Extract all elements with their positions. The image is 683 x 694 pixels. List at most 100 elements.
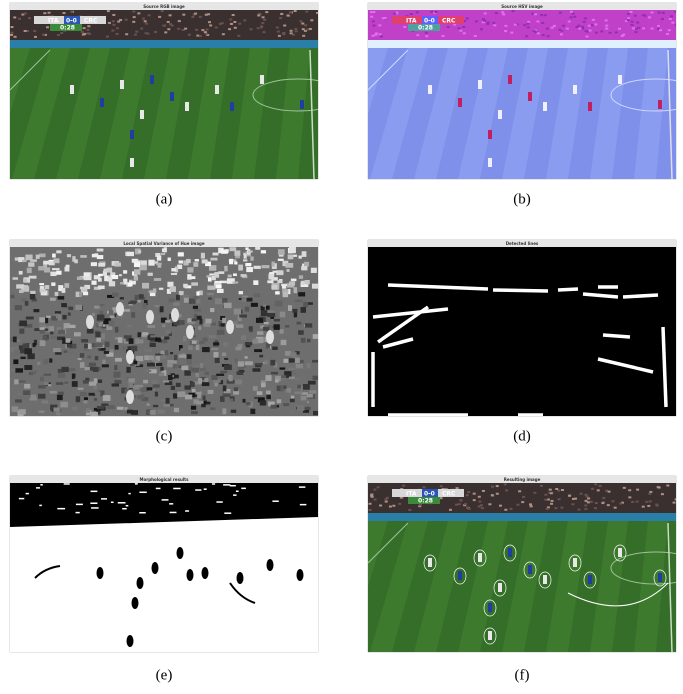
- variance-cell: [271, 405, 277, 409]
- crowd: [112, 24, 115, 26]
- variance-cell: [62, 315, 66, 320]
- variance-cell: [136, 356, 144, 361]
- variance-cell: [238, 265, 243, 271]
- crowd: [209, 24, 212, 26]
- variance-cell: [283, 403, 289, 406]
- variance-cell: [187, 267, 193, 272]
- window-title: Detected lines: [506, 241, 539, 246]
- variance-cell: [19, 380, 25, 382]
- variance-cell: [157, 409, 164, 413]
- variance-cell: [246, 267, 253, 272]
- morph-blob: [267, 559, 274, 571]
- player: [140, 110, 144, 119]
- crowd: [595, 32, 598, 34]
- variance-cell: [12, 277, 18, 280]
- crowd: [649, 500, 652, 502]
- variance-cell: [60, 402, 68, 408]
- variance-cell: [156, 363, 162, 366]
- variance-cell: [84, 272, 90, 276]
- variance-cell: [160, 367, 163, 371]
- crowd: [112, 20, 115, 22]
- variance-cell: [286, 388, 291, 393]
- variance-cell: [304, 262, 309, 267]
- variance-cell: [241, 274, 247, 277]
- crowd: [410, 13, 413, 15]
- variance-cell: [229, 259, 233, 264]
- variance-cell: [51, 282, 55, 286]
- crowd: [547, 499, 550, 501]
- variance-cell: [161, 339, 167, 343]
- variance-cell: [201, 404, 205, 408]
- variance-cell: [98, 286, 105, 290]
- crowd: [464, 503, 467, 505]
- crowd: [601, 502, 604, 504]
- variance-cell: [30, 291, 35, 294]
- variance-cell: [97, 315, 105, 321]
- variance-cell: [198, 378, 202, 384]
- crowd: [493, 24, 496, 26]
- variance-cell: [216, 285, 221, 288]
- crowd: [416, 34, 419, 36]
- crowd: [534, 13, 537, 15]
- crowd: [605, 28, 608, 30]
- morph-speck: [156, 488, 161, 490]
- variance-cell: [301, 307, 307, 313]
- variance-cell: [40, 289, 46, 293]
- variance-cell: [188, 366, 192, 370]
- variance-cell: [114, 380, 121, 384]
- player: [260, 75, 264, 84]
- variance-cell: [143, 380, 148, 384]
- crowd: [505, 489, 508, 491]
- variance-cell: [217, 289, 224, 293]
- variance-cell: [264, 322, 269, 324]
- variance-cell: [11, 295, 15, 299]
- panel-image: ITA0-0CRC0:28: [0, 10, 343, 179]
- variance-cell: [263, 327, 269, 331]
- variance-cell: [271, 372, 278, 375]
- crowd: [540, 485, 543, 487]
- variance-cell: [107, 268, 112, 273]
- crowd: [449, 509, 452, 511]
- variance-cell: [295, 378, 301, 380]
- variance-cell: [40, 340, 46, 346]
- variance-cell: [64, 382, 68, 384]
- crowd: [504, 25, 507, 27]
- variance-cell: [19, 409, 26, 414]
- variance-cell: [205, 372, 210, 376]
- variance-cell: [246, 402, 251, 405]
- crowd: [265, 11, 268, 13]
- variance-cell: [167, 364, 173, 367]
- variance-cell: [165, 320, 170, 323]
- variance-cell: [292, 309, 297, 313]
- variance-cell: [204, 378, 208, 382]
- variance-cell: [173, 393, 177, 398]
- crowd: [491, 494, 494, 496]
- variance-cell: [95, 343, 103, 347]
- crowd: [14, 36, 17, 38]
- variance-cell: [192, 340, 197, 343]
- crowd: [368, 509, 371, 511]
- crowd: [377, 486, 380, 488]
- crowd: [484, 12, 487, 14]
- player: [478, 553, 482, 562]
- variance-cell: [128, 378, 134, 382]
- crowd: [81, 31, 84, 33]
- crowd: [562, 25, 565, 27]
- variance-cell: [148, 260, 154, 266]
- variance-cell: [234, 262, 237, 265]
- variance-cell: [132, 259, 138, 263]
- variance-cell: [68, 307, 73, 310]
- variance-cell: [23, 279, 27, 283]
- player: [508, 75, 512, 84]
- variance-cell: [181, 366, 188, 371]
- variance-cell: [80, 287, 87, 290]
- window-title: Resulting image: [504, 477, 541, 482]
- variance-cell: [241, 335, 246, 340]
- morph-speck: [64, 483, 70, 485]
- variance-cell: [265, 357, 270, 361]
- variance-cell: [39, 283, 44, 285]
- variance-cell: [153, 405, 158, 407]
- variance-cell: [221, 298, 227, 303]
- crowd: [584, 494, 587, 496]
- morph-speck: [135, 483, 138, 485]
